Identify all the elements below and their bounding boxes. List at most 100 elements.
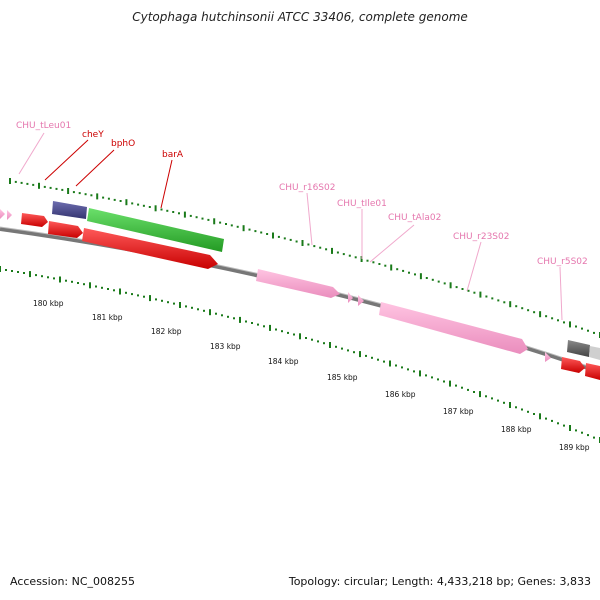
outer-minor-tick (160, 208, 163, 211)
outer-minor-tick (557, 319, 559, 322)
r5S02-rrna[interactable] (545, 352, 551, 362)
label-barA: barA (162, 150, 184, 160)
inner-minor-tick (341, 347, 343, 350)
outer-minor-tick (266, 233, 269, 235)
kbp-label-183: 183 kbp (210, 342, 241, 351)
outer-minor-tick (587, 329, 589, 332)
inner-minor-tick (53, 277, 55, 280)
cds-gene-long[interactable] (82, 228, 218, 269)
inner-major-tick (329, 342, 331, 348)
outer-major-tick (509, 301, 512, 308)
genome-stats-text: Topology: circular; Length: 4,433,218 bp… (288, 575, 591, 588)
cds-gene-right-2[interactable] (585, 363, 600, 380)
cheY-gene[interactable] (21, 213, 48, 227)
inner-minor-tick (83, 283, 85, 286)
inner-minor-tick (215, 312, 217, 315)
outer-major-tick (539, 311, 542, 318)
outer-minor-tick (307, 243, 310, 246)
inner-minor-tick (113, 289, 115, 292)
inner-minor-tick (161, 299, 163, 302)
inner-major-tick (0, 266, 1, 272)
inner-major-tick (119, 288, 121, 295)
outer-minor-tick (319, 246, 322, 249)
inner-minor-tick (455, 384, 457, 387)
outer-major-tick (449, 282, 452, 289)
inner-minor-tick (533, 413, 535, 415)
inner-minor-tick (71, 280, 73, 283)
label-CHU_r16S02: CHU_r16S02 (279, 183, 335, 193)
kbp-label-186: 186 kbp (385, 390, 416, 399)
outer-major-tick (272, 232, 274, 239)
inner-minor-tick (143, 295, 145, 298)
inner-minor-tick (173, 302, 175, 305)
inner-minor-tick (167, 301, 169, 304)
outer-minor-tick (455, 286, 458, 289)
r23S02-rrna[interactable] (379, 302, 528, 354)
rna-feature-left-1[interactable] (0, 209, 5, 219)
outer-minor-tick (342, 253, 345, 256)
outer-minor-tick (113, 198, 116, 201)
inner-minor-tick (413, 370, 415, 373)
inner-major-tick (419, 370, 421, 377)
inner-minor-tick (197, 308, 199, 311)
kbp-label-185: 185 kbp (327, 373, 358, 382)
outer-minor-tick (195, 216, 198, 219)
outer-minor-tick (425, 277, 428, 279)
outer-minor-tick (236, 225, 239, 228)
outer-major-tick (331, 247, 333, 254)
gray-gene[interactable] (567, 340, 590, 357)
cds-gene-right-1[interactable] (561, 357, 585, 373)
inner-minor-tick (137, 294, 139, 297)
outer-major-tick (38, 182, 40, 189)
inner-minor-tick (11, 270, 13, 272)
blue-gene[interactable] (52, 201, 87, 219)
outer-minor-tick (563, 321, 565, 324)
outer-minor-tick (189, 214, 192, 217)
inner-minor-tick (221, 314, 223, 317)
inner-tick-track (0, 266, 600, 443)
inner-minor-tick (467, 388, 469, 391)
outer-minor-tick (503, 301, 506, 304)
outer-major-tick (183, 211, 186, 218)
inner-minor-tick (407, 368, 409, 371)
outer-major-tick (213, 218, 216, 225)
kbp-label-181: 181 kbp (92, 313, 123, 322)
bphO-gene[interactable] (48, 221, 83, 238)
inner-minor-tick (431, 376, 433, 379)
inner-minor-tick (125, 291, 127, 294)
outer-minor-tick (515, 305, 518, 308)
inner-minor-tick (5, 269, 7, 271)
leader-CHU_tLeu01 (18, 132, 45, 175)
r16S02-rrna[interactable] (256, 269, 340, 298)
kbp-label-187: 187 kbp (443, 407, 474, 416)
inner-minor-tick (575, 429, 577, 432)
kbp-label-188: 188 kbp (501, 425, 532, 434)
outer-minor-tick (313, 245, 316, 248)
outer-minor-tick (90, 194, 93, 197)
outer-minor-tick (581, 327, 583, 330)
outer-major-tick (242, 225, 245, 232)
outer-minor-tick (289, 238, 292, 241)
outer-minor-tick (527, 309, 530, 312)
rna-feature-left-2[interactable] (7, 210, 12, 220)
outer-minor-tick (467, 289, 470, 292)
outer-minor-tick (131, 202, 134, 205)
outer-minor-tick (283, 237, 286, 240)
inner-minor-tick (203, 309, 205, 312)
inner-major-tick (179, 302, 181, 308)
outer-major-tick (479, 291, 482, 298)
inner-minor-tick (191, 306, 193, 309)
outer-minor-tick (485, 295, 488, 298)
inner-minor-tick (527, 410, 529, 413)
gray-gene-2[interactable] (589, 346, 600, 360)
inner-minor-tick (395, 364, 397, 367)
inner-minor-tick (437, 378, 439, 381)
label-CHU_tLeu01: CHU_tLeu01 (16, 121, 71, 131)
tAla02-trna[interactable] (358, 295, 364, 306)
outer-minor-tick (384, 264, 387, 267)
label-cheY: cheY (82, 130, 104, 140)
tIle01-trna[interactable] (348, 292, 353, 303)
inner-major-tick (29, 271, 31, 278)
barA-gene[interactable] (87, 208, 224, 252)
inner-minor-tick (497, 399, 499, 402)
